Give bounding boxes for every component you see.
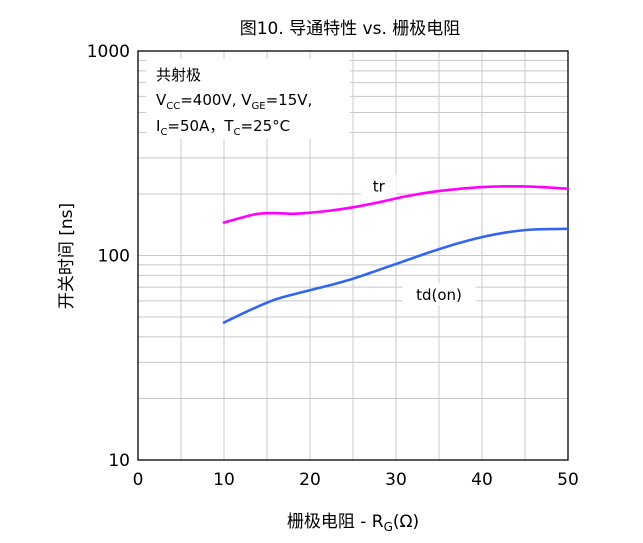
- annotation-line-2-mid: =400V, V: [180, 91, 252, 109]
- y-tick-label: 10: [108, 451, 130, 471]
- series-line-tr: [222, 184, 570, 224]
- annotation-line-3: IC=50A，TC=25°C: [156, 117, 290, 138]
- plot-frame: [137, 50, 569, 461]
- x-axis-label-sub: G: [384, 520, 393, 534]
- series-label-td-on: td(on): [416, 286, 462, 304]
- series-label-bg: [361, 174, 397, 197]
- x-tick-label: 10: [213, 470, 235, 490]
- x-tick-label: 50: [557, 470, 579, 490]
- x-tick-label: 40: [471, 470, 493, 490]
- x-tick-label: 30: [385, 470, 407, 490]
- series-label-bg: [402, 283, 476, 306]
- annotation-box: [146, 59, 350, 139]
- series-labels: tr td(on): [361, 174, 476, 306]
- annotation-line-3-mid: =50A，T: [167, 117, 234, 135]
- y-tick-labels: 10 100 1000: [87, 42, 130, 471]
- annotation-tc-sub: C: [234, 127, 241, 138]
- annotation-vcc-sub: CC: [166, 101, 180, 112]
- y-tick-label: 100: [98, 247, 130, 267]
- series-label-tr: tr: [373, 177, 386, 195]
- annotation-line-2: VCC=400V, VGE=15V,: [156, 91, 312, 112]
- x-axis-label-main: 栅极电阻 - R: [287, 512, 384, 532]
- y-tick-label: 1000: [87, 42, 130, 62]
- x-tick-label: 20: [299, 470, 321, 490]
- x-tick-label: 0: [133, 470, 144, 490]
- x-tick-labels: 0 10 20 30 40 50: [133, 470, 579, 490]
- annotation-v-text: V: [156, 91, 167, 109]
- annotation-line-2-end: =15V,: [266, 91, 313, 109]
- annotation-ic-sub: C: [160, 127, 167, 138]
- x-axis-label: 栅极电阻 - RG(Ω): [287, 512, 419, 534]
- annotation-vge-sub: GE: [252, 101, 266, 112]
- x-axis-label-unit: (Ω): [393, 512, 419, 532]
- annotation-line-3-end: =25°C: [241, 117, 291, 135]
- series-line-td-on: [222, 227, 570, 324]
- y-axis-label: 开关时间 [ns]: [57, 203, 77, 309]
- conditions-annotation: 共射极 VCC=400V, VGE=15V, IC=50A，TC=25°C: [146, 59, 350, 139]
- annotation-line-1: 共射极: [156, 66, 201, 84]
- series-layer: [222, 184, 570, 324]
- chart-title: 图10. 导通特性 vs. 栅极电阻: [240, 19, 461, 39]
- annotation-i-text: I: [156, 117, 160, 135]
